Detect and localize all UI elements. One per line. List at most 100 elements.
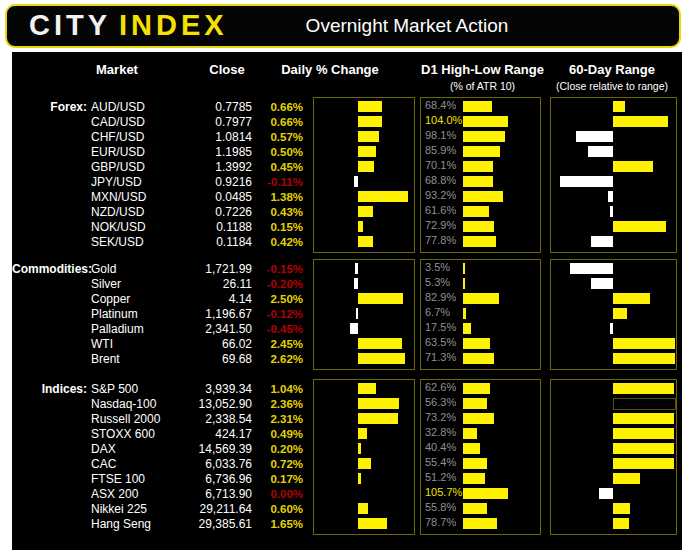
daily-change-bar [358,101,382,112]
section-forex: 68.4%104.0%98.1%85.9%70.1%68.8%93.2%61.6… [12,97,682,253]
d1-range-value: 105.7% [425,485,462,500]
d1-range-value: 82.9% [425,290,456,305]
section-label: Indices: [12,382,87,397]
d1-range-value: 32.8% [425,425,456,440]
daily-change-panel [313,259,415,370]
d1-range-bar [463,443,480,454]
daily-pct-value: 0.20% [213,442,303,457]
d1-range-value: 56.3% [425,395,456,410]
d1-range-bar [463,146,500,157]
d1-range-value: 55.4% [425,455,456,470]
daily-pct-value: 0.66% [213,115,303,130]
daily-change-bar [358,116,382,127]
dashboard-body: Market Close Daily % Change D1 High-Low … [12,52,682,550]
daily-pct-value: 0.49% [213,427,303,442]
daily-change-bar [358,458,371,469]
logo-index-text: INDEX [119,9,228,41]
logo-city-text: CITY [29,9,111,41]
d1-range-value: 70.1% [425,158,456,173]
d1-range-value: 85.9% [425,143,456,158]
column-header-market: Market [57,62,177,77]
daily-pct-value: 0.50% [213,145,303,160]
daily-change-bar [354,278,358,289]
d1-range-value: 55.8% [425,500,456,515]
sixty-day-range-bar [613,101,625,112]
d1-range-value: 78.7% [425,515,456,530]
d1-range-bar [463,323,471,334]
d1-range-value: 68.8% [425,173,456,188]
d1-range-value: 71.3% [425,350,456,365]
section-commodities: 3.5%5.3%82.9%6.7%17.5%63.5%71.3% Commodit… [12,259,682,370]
sixty-day-range-bar [613,518,629,529]
d1-range-bar [463,293,499,304]
daily-pct-value: 0.17% [213,472,303,487]
sixty-day-range-bar [591,278,613,289]
daily-change-bar [358,293,403,304]
daily-change-panel [313,379,415,535]
daily-pct-value: 2.45% [213,337,303,352]
daily-change-bar [358,413,398,424]
sixty-day-range-panel [550,379,677,535]
daily-pct-value: -0.15% [213,262,303,277]
d1-range-value: 63.5% [425,335,456,350]
daily-pct-value: 1.65% [213,517,303,532]
daily-change-bar [358,191,408,202]
sixty-day-range-bar [613,413,674,424]
section-indices: 62.6%56.3%73.2%32.8%40.4%55.4%51.2%105.7… [12,379,682,535]
daily-change-bar [358,383,376,394]
d1-range-bar [463,101,492,112]
daily-pct-value: 0.66% [213,100,303,115]
sixty-day-range-panel [550,259,677,370]
d1-range-value: 17.5% [425,320,456,335]
d1-range-value: 40.4% [425,440,456,455]
d1-range-value: 93.2% [425,188,456,203]
daily-pct-value: -0.12% [213,307,303,322]
d1-range-value: 73.2% [425,410,456,425]
d1-range-value: 51.2% [425,470,456,485]
d1-range-bar [463,236,496,247]
d1-range-bar [463,263,465,274]
daily-change-bar [358,353,405,364]
sixty-day-range-bar [570,263,613,274]
daily-change-bar [358,428,367,439]
sixty-day-range-bar [588,146,613,157]
daily-change-bar [358,398,399,409]
sixty-day-range-bar [613,221,666,232]
daily-pct-value: -0.45% [213,322,303,337]
d1-range-value: 3.5% [425,260,450,275]
column-header-close: Close [167,62,287,77]
d1-range-bar [463,413,494,424]
sixty-day-range-bar [613,473,640,484]
daily-pct-value: 0.43% [213,205,303,220]
sixty-day-range-bar [613,443,674,454]
d1-range-bar [463,278,465,289]
sixty-day-range-bar [613,338,675,349]
sixty-day-range-bar [613,383,674,394]
d1-range-bar [463,458,487,469]
daily-change-bar [358,146,376,157]
sixty-day-range-bar [613,161,653,172]
d1-range-value: 61.6% [425,203,456,218]
daily-change-bar [358,338,402,349]
d1-range-bar [463,398,487,409]
d1-range-bar [463,503,487,514]
column-header-daily-change: Daily % Change [270,62,390,77]
daily-pct-value: 0.57% [213,130,303,145]
daily-pct-value: 0.00% [213,487,303,502]
daily-change-bar [358,161,374,172]
sixty-day-range-bar [613,308,627,319]
section-label: Forex: [12,100,87,115]
sixty-day-range-bar [613,398,676,410]
daily-change-bar [358,236,373,247]
d1-range-value: 104.0% [425,113,462,128]
sixty-day-range-bar [610,206,613,217]
section-label: Commodities: [12,262,87,277]
daily-change-bar [358,221,363,232]
sixty-day-range-panel [550,97,677,253]
daily-pct-value: 0.72% [213,457,303,472]
daily-change-bar [358,131,379,142]
d1-range-panel: 68.4%104.0%98.1%85.9%70.1%68.8%93.2%61.6… [420,97,541,253]
d1-range-value: 6.7% [425,305,450,320]
daily-change-bar [350,323,358,334]
d1-range-value: 5.3% [425,275,450,290]
